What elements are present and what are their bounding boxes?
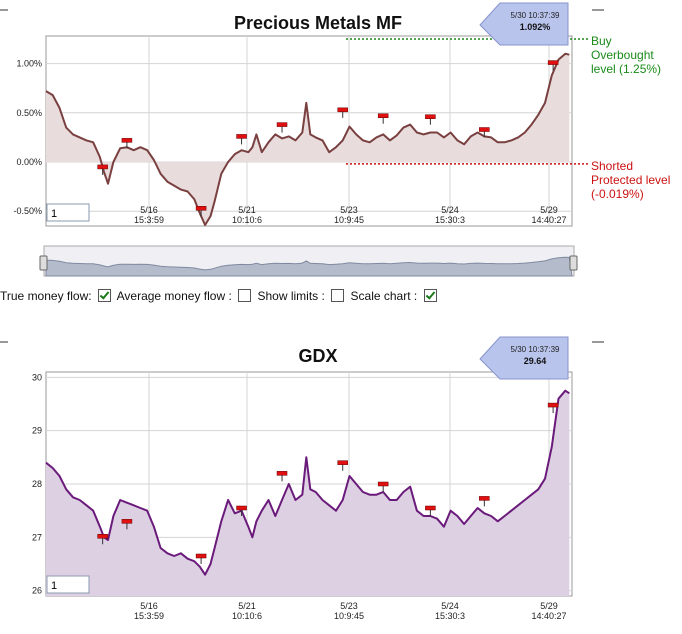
scale-chart-label: Scale chart : — [350, 289, 418, 303]
show-limits-checkbox[interactable] — [331, 289, 345, 302]
chart-panel-1: GDX30292827265/1615:3:595/2110:10:65/231… — [0, 336, 604, 621]
x-tick-time: 14:40:27 — [531, 611, 566, 621]
y-tick-label: 28 — [32, 479, 42, 489]
chart-options-bar: True money flow: Average money flow : Sh… — [0, 289, 440, 303]
y-tick-label: 27 — [32, 532, 42, 542]
flag-marker — [337, 460, 348, 465]
flag-marker — [195, 553, 207, 559]
average-money-flow-label: Average money flow : — [116, 289, 232, 303]
series-line — [45, 52, 570, 226]
range-input[interactable] — [46, 575, 90, 594]
current-value-number: 29.64 — [524, 356, 547, 366]
navigator-series — [45, 256, 573, 277]
x-tick-time: 15:3:59 — [134, 611, 164, 621]
x-tick-time: 10:10:6 — [232, 611, 262, 621]
x-tick-time: 15:30:3 — [435, 611, 465, 621]
x-tick-date: 5/29 — [540, 601, 558, 611]
chart-title: GDX — [298, 346, 337, 366]
flag-marker — [236, 134, 247, 139]
flag-marker — [377, 481, 389, 487]
flag-marker — [425, 114, 436, 119]
x-tick-time: 14:40:27 — [531, 215, 566, 225]
flag-marker — [276, 122, 288, 127]
x-tick-time: 10:10:6 — [232, 215, 262, 225]
y-tick-label: 0.00% — [16, 157, 42, 167]
range-input[interactable] — [46, 203, 90, 222]
flag-marker — [195, 206, 207, 211]
level-label: Buy — [591, 34, 612, 48]
current-value-time: 5/30 10:37:39 — [511, 11, 560, 20]
y-tick-label: 1.00% — [16, 59, 42, 69]
true-money-flow-label: True money flow: — [0, 289, 92, 303]
chart-title: Precious Metals MF — [234, 13, 402, 33]
average-money-flow-checkbox[interactable] — [238, 289, 252, 302]
y-tick-label: 26 — [32, 586, 42, 596]
flag-marker — [276, 471, 288, 476]
x-tick-date: 5/23 — [340, 601, 358, 611]
x-tick-date: 5/29 — [540, 205, 558, 215]
range-input-value: 1 — [51, 208, 57, 220]
level-label: (-0.019%) — [591, 187, 644, 201]
x-tick-date: 5/16 — [140, 601, 158, 611]
series-area — [46, 53, 570, 226]
x-tick-date: 5/23 — [340, 205, 358, 215]
y-tick-label: 29 — [32, 426, 42, 436]
current-value-time: 5/30 10:37:39 — [511, 345, 560, 354]
y-tick-label: -0.50% — [13, 206, 42, 216]
series-line — [45, 389, 570, 576]
flag-marker — [425, 505, 436, 511]
flag-marker — [121, 519, 133, 524]
flag-marker — [479, 496, 490, 501]
x-tick-time: 15:3:59 — [134, 215, 164, 225]
x-tick-time: 15:30:3 — [435, 215, 465, 225]
true-money-flow-checkbox[interactable] — [97, 289, 111, 302]
show-limits-label: Show limits : — [257, 289, 325, 303]
current-value-badge — [479, 336, 569, 380]
flag-marker — [97, 164, 108, 170]
flag-marker — [377, 113, 389, 118]
current-value-badge — [479, 2, 569, 46]
navigator-handle-left[interactable] — [39, 255, 48, 271]
scale-chart-checkbox[interactable] — [423, 289, 437, 302]
y-tick-label: 30 — [32, 372, 42, 382]
series-area — [46, 390, 570, 596]
flag-marker — [479, 127, 490, 132]
flag-marker — [547, 60, 559, 65]
flag-marker — [97, 534, 108, 539]
navigator-handle-right[interactable] — [569, 255, 578, 271]
level-label: Shorted — [591, 159, 633, 173]
level-label: level (1.25%) — [591, 62, 661, 76]
x-tick-date: 5/24 — [441, 205, 459, 215]
x-tick-date: 5/21 — [238, 205, 256, 215]
y-tick-label: 0.50% — [16, 108, 42, 118]
x-tick-date: 5/21 — [238, 601, 256, 611]
flag-marker — [337, 107, 348, 113]
current-value-number: 1.092% — [520, 22, 551, 32]
x-tick-date: 5/16 — [140, 205, 158, 215]
level-label: Protected level — [591, 173, 670, 187]
chart-panel-0: Precious Metals MF 1.00% 0.50% 0.00% -0.50% B… — [0, 2, 670, 277]
x-tick-time: 10:9:45 — [334, 611, 364, 621]
flag-marker — [236, 505, 247, 511]
level-label: Overbought — [591, 48, 654, 62]
range-input-value: 1 — [51, 580, 57, 592]
flag-marker — [547, 402, 559, 408]
x-tick-time: 10:9:45 — [334, 215, 364, 225]
flag-marker — [121, 138, 133, 143]
x-tick-date: 5/24 — [441, 601, 459, 611]
